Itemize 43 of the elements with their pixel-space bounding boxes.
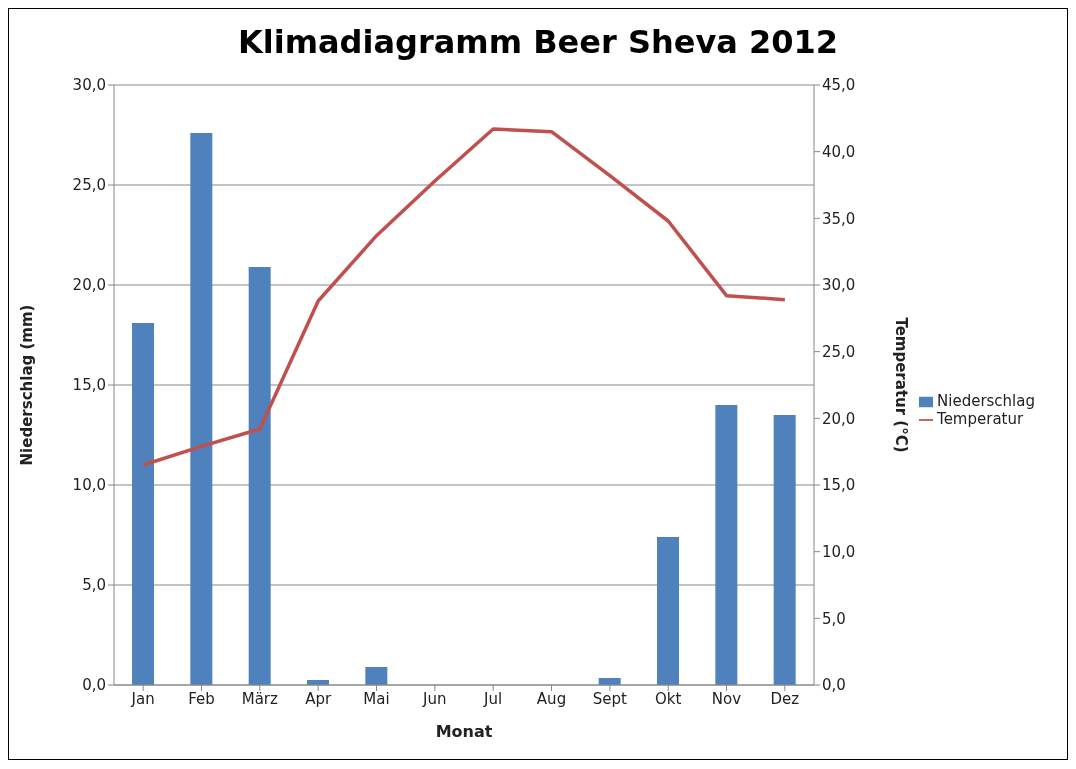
x-tick-label: Aug [536,689,567,708]
line-series [141,127,787,467]
y2-axis-title: Temperatur (°C) [891,317,910,453]
x-tick-label: Jul [483,689,503,708]
bar [773,415,796,685]
y2-tick-label: 10,0 [822,542,856,561]
x-axis-title: Monat [435,722,493,741]
y2-tick-label: 35,0 [822,209,856,228]
y-tick-label: 25,0 [72,176,106,195]
x-tick-label: Jan [130,689,155,708]
y-tick-label: 5,0 [82,576,106,595]
y-tick-label: 10,0 [72,476,106,495]
y2-tick-label: 45,0 [822,76,856,95]
chart-title: Klimadiagramm Beer Sheva 2012 [236,23,840,63]
y-tick-label: 30,0 [72,76,106,95]
x-tick-label: Jun [422,689,447,708]
y2-tick-label: 0,0 [822,676,846,695]
x-tick-label: Okt [654,689,682,708]
x-tick-label: Dez [770,689,800,708]
y-tick-label: 0,0 [82,676,106,695]
y2-tick-label: 25,0 [822,342,856,361]
legend-label: Niederschlag [937,392,1035,410]
bar [657,537,680,685]
y2-tick-label: 5,0 [822,609,846,628]
legend-label: Temperatur [937,410,1024,428]
bar [132,323,154,685]
y-tick-label: 15,0 [72,376,106,395]
y2-tick-label: 30,0 [822,276,856,295]
x-tick-label: März [241,689,279,708]
x-tick-label: Sept [592,689,628,708]
y2-tick-label: 20,0 [822,409,856,428]
bar [365,667,388,685]
x-tick-label: Mai [363,689,390,708]
y2-tick-label: 15,0 [822,476,856,495]
bar [190,133,213,685]
x-tick-label: Nov [711,689,742,708]
y2-tick-label: 40,0 [822,142,856,161]
x-tick-label: Feb [188,689,215,708]
y-tick-label: 20,0 [72,276,106,295]
x-tick-label: Apr [305,689,332,708]
y-axis-title: Niederschlag (mm) [18,304,37,466]
bar [248,267,271,685]
bar [715,405,738,685]
